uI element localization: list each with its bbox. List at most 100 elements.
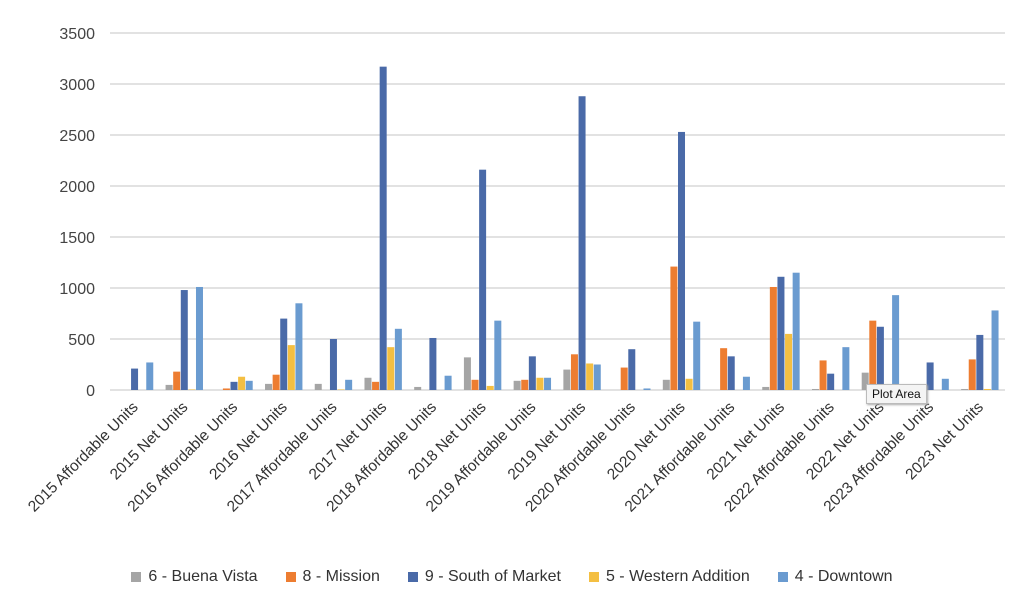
bar [926,362,934,390]
bar [643,388,651,390]
legend-label: 8 - Mission [302,568,380,585]
bar [563,369,571,390]
legend-swatch [588,572,599,582]
legend-label: 6 - Buena Vista [148,568,258,585]
bar [861,372,869,390]
bar [329,339,337,390]
legend: 6 - Buena Vista 8 - Mission 9 - South of M… [0,568,1024,586]
legend-item: 9 - South of Market [407,568,561,586]
bar [976,334,984,390]
bar [769,286,777,390]
bar [165,384,173,390]
bar [345,379,353,390]
bar [570,354,578,390]
bar [463,357,471,390]
bar [195,286,203,390]
y-tick-label: 2000 [59,179,95,196]
bar [188,389,196,390]
bar [693,321,701,390]
bar [968,359,976,390]
bar [265,383,273,390]
bar [295,303,303,390]
bar [727,356,735,390]
bar [131,368,139,390]
bar [819,360,827,390]
bar [337,389,345,390]
legend-swatch [285,572,296,582]
bar [287,345,295,390]
bar [620,367,628,390]
bar [892,295,900,390]
legend-swatch [407,572,418,582]
bar [544,377,552,390]
bar [742,376,750,390]
bar [536,377,544,390]
bar [379,66,387,390]
bar [628,349,636,390]
bar [486,385,494,390]
legend-swatch [777,572,788,582]
bar [173,371,181,390]
bar [785,333,793,390]
legend-item: 8 - Mission [285,568,380,586]
bar [777,276,785,390]
legend-item: 6 - Buena Vista [131,568,258,586]
bar [471,379,479,390]
bar [272,374,280,390]
bar [876,326,884,390]
y-tick-label: 1500 [59,230,95,247]
y-tick-label: 500 [68,332,95,349]
bar [479,169,487,390]
y-tick-label: 3000 [59,77,95,94]
legend-label: 9 - South of Market [424,568,561,585]
bar [394,328,402,390]
bar [245,380,253,390]
bar [230,381,238,390]
legend-swatch [131,572,142,582]
bar [678,131,686,390]
bar [827,373,835,390]
bar [941,378,949,390]
bar [314,383,322,390]
bar [444,375,452,390]
bar [528,356,536,390]
bar [792,272,800,390]
bar [521,379,529,390]
bar [387,347,395,390]
legend-label: 5 - Western Addition [605,568,750,585]
bar [670,266,678,390]
y-tick-label: 3500 [59,26,95,43]
bar [593,364,601,390]
bar [414,386,422,390]
bar [372,381,380,390]
bar [429,337,437,390]
y-tick-label: 0 [86,383,95,400]
bar [983,388,991,390]
bar [146,362,154,390]
bar [494,320,502,390]
bar [180,290,188,390]
bar [280,318,288,390]
bar [364,377,372,390]
bar [961,388,969,390]
legend-label: 4 - Downtown [794,568,893,585]
bar [762,386,770,390]
bar [720,348,728,390]
y-tick-label: 1000 [59,281,95,298]
bar [842,347,850,390]
bar [578,96,586,391]
bar [662,379,670,390]
bar [513,380,521,390]
bar [222,388,230,390]
legend-item: 5 - Western Addition [588,568,750,586]
bar [991,310,999,390]
bar [685,378,693,390]
bar [869,320,877,390]
plot-area-tooltip: Plot Area [866,384,927,404]
y-tick-label: 2500 [59,128,95,145]
bar [586,363,594,390]
bar [811,388,819,390]
bar [238,376,246,390]
legend-item: 4 - Downtown [777,568,893,586]
